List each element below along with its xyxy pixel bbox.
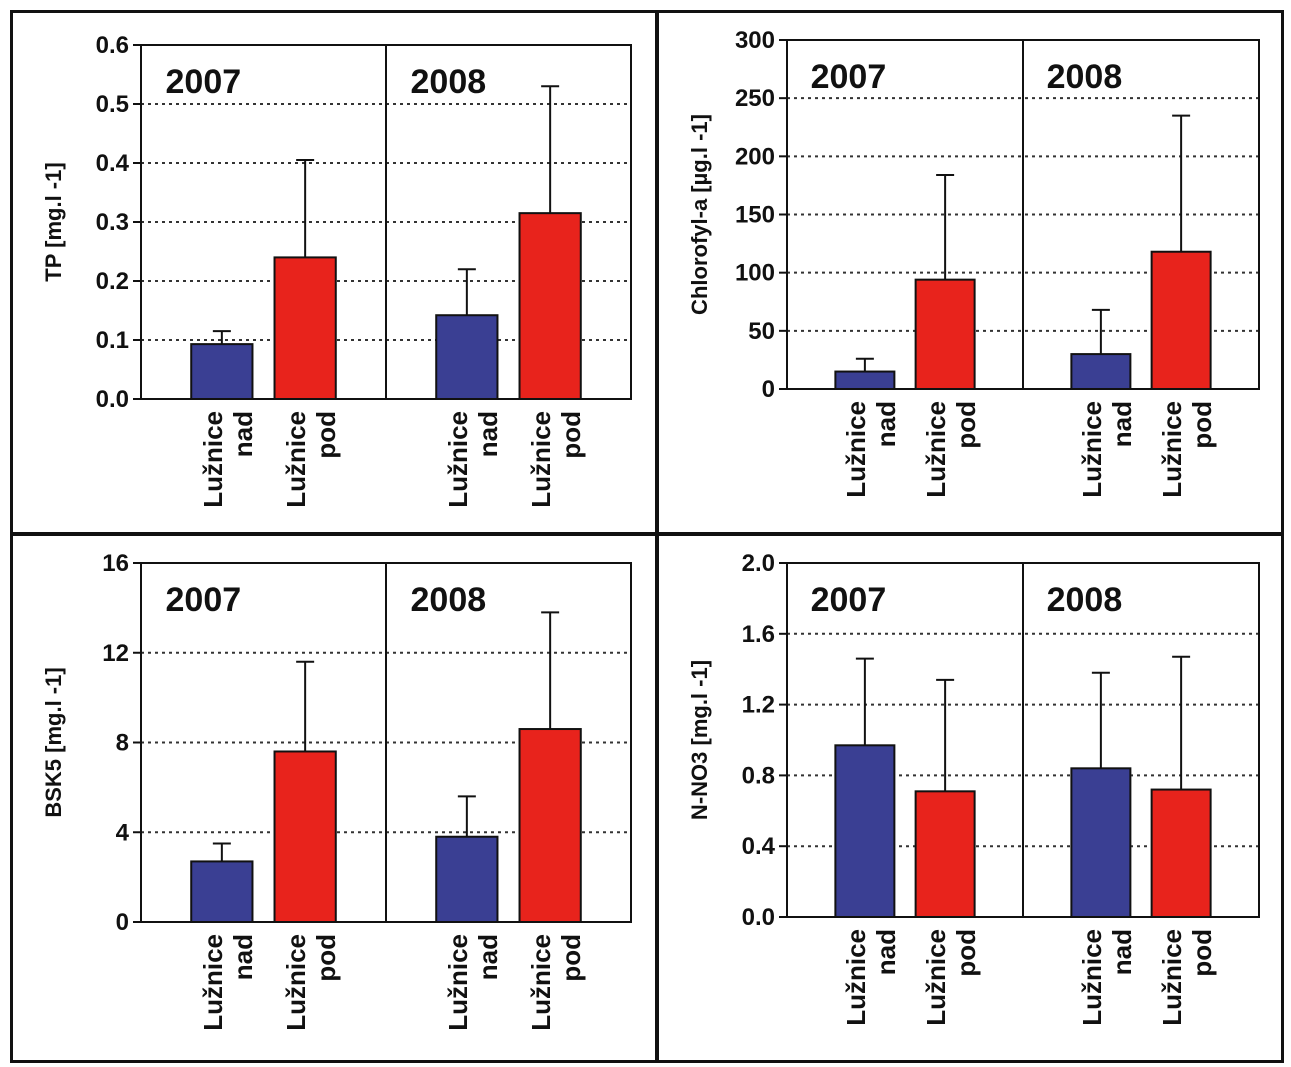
bar-luznice-nad: [190, 860, 254, 924]
category-label: Lužnicenad: [198, 934, 258, 1031]
category-label: Lužnicepod: [281, 411, 341, 508]
category-label-group: Lužnicepod: [921, 401, 981, 498]
year-label: 2007: [811, 58, 887, 96]
category-label-group: Lužnicenad: [841, 929, 901, 1026]
y-tick-label: 2.0: [742, 550, 775, 577]
y-axis-title: BSK5 [mg.l -1]: [41, 667, 66, 817]
y-tick-label: 0: [762, 376, 775, 403]
bar-luznice-pod: [273, 750, 337, 923]
y-tick-label: 0.4: [742, 833, 776, 860]
year-label: 2007: [166, 63, 242, 101]
y-tick-label: 250: [735, 85, 775, 112]
category-label-group: Lužnicepod: [526, 934, 586, 1031]
category-label: Lužnicepod: [1157, 401, 1217, 498]
category-label-group: Lužnicenad: [841, 401, 901, 498]
category-label-group: Lužnicepod: [1157, 401, 1217, 498]
bar-luznice-pod: [914, 790, 976, 918]
chlorofyl-chart: 0 50 100 150 200 250 300 Chlorofyl-a [µg.l -1] 2…: [687, 27, 1260, 498]
category-label: Lužnicenad: [1077, 929, 1137, 1026]
y-tick-label: 8: [116, 730, 129, 757]
category-label-group: Lužnicepod: [281, 934, 341, 1031]
year-label: 2008: [1047, 581, 1123, 619]
y-tick-label: 4: [116, 819, 130, 846]
bar-luznice-pod: [1150, 788, 1212, 918]
category-label-group: Lužnicenad: [443, 934, 503, 1031]
category-label: Lužnicepod: [526, 934, 586, 1031]
year-label: 2008: [1047, 58, 1123, 96]
category-label: Lužnicenad: [1077, 401, 1137, 498]
tp-chart: 0.0 0.1 0.2 0.3 0.4 0.5 0.6 TP [mg.l -1] 2007 Luž…: [41, 32, 632, 508]
bar-luznice-pod: [273, 256, 337, 400]
year-label: 2008: [411, 581, 487, 619]
y-tick-label: 0.6: [96, 32, 129, 59]
bar-luznice-nad: [1070, 767, 1132, 918]
y-axis-title: N-NO3 [mg.l -1]: [687, 660, 712, 820]
y-tick-label: 16: [102, 550, 129, 577]
bar-luznice-nad: [435, 835, 499, 923]
y-tick-label: 100: [735, 260, 775, 287]
y-tick-label: 50: [748, 318, 775, 345]
category-label-group: Lužnicepod: [1157, 929, 1217, 1026]
nno3-chart: 0.0 0.4 0.8 1.2 1.6 2.0 N-NO3 [mg.l -1] 2007 Luž…: [687, 550, 1260, 1026]
y-tick-label: 0.0: [742, 904, 775, 931]
y-tick-label: 12: [102, 640, 129, 667]
y-axis-title: TP [mg.l -1]: [41, 162, 66, 281]
bsk5-chart-panel: 0 4 8 12 16 BSK5 [mg.l -1] 2007 Lužnicenad Lužni…: [10, 533, 658, 1063]
y-tick-label: 1.6: [742, 621, 775, 648]
category-label-group: Lužnicenad: [1077, 401, 1137, 498]
category-label: Lužnicenad: [841, 929, 901, 1026]
y-tick-label: 1.2: [742, 692, 775, 719]
y-tick-label: 0.0: [96, 386, 129, 413]
category-label: Lužnicenad: [443, 934, 503, 1031]
y-tick-label: 0: [116, 909, 129, 936]
category-label: Lužnicepod: [526, 411, 586, 508]
nno3-chart-panel: 0.0 0.4 0.8 1.2 1.6 2.0 N-NO3 [mg.l -1] 2007 Luž…: [656, 533, 1284, 1063]
y-tick-label: 0.5: [96, 91, 129, 118]
year-label: 2007: [166, 581, 242, 619]
category-label-group: Lužnicenad: [198, 934, 258, 1031]
category-label-group: Lužnicenad: [1077, 929, 1137, 1026]
bar-luznice-pod: [518, 212, 582, 400]
bar-luznice-pod: [518, 728, 582, 923]
category-label: Lužnicenad: [198, 411, 258, 508]
bar-luznice-pod: [1150, 250, 1212, 390]
bar-luznice-nad: [435, 314, 499, 400]
category-label-group: Lužnicenad: [443, 411, 503, 508]
bsk5-chart: 0 4 8 12 16 BSK5 [mg.l -1] 2007 Lužnicenad Lužni…: [41, 550, 632, 1031]
category-label: Lužnicenad: [841, 401, 901, 498]
bar-luznice-nad: [190, 343, 254, 401]
y-tick-label: 0.1: [96, 327, 129, 354]
y-tick-label: 300: [735, 27, 775, 54]
y-tick-label: 0.4: [96, 150, 130, 177]
category-label: Lužnicepod: [921, 401, 981, 498]
category-label-group: Lužnicepod: [281, 411, 341, 508]
category-label: Lužnicepod: [1157, 929, 1217, 1026]
bar-luznice-nad: [834, 370, 896, 390]
category-label: Lužnicenad: [443, 411, 503, 508]
y-tick-label: 0.3: [96, 209, 129, 236]
bar-luznice-nad: [1070, 353, 1132, 391]
bar-luznice-pod: [914, 278, 976, 390]
year-label: 2007: [811, 581, 887, 619]
y-tick-label: 150: [735, 202, 775, 229]
y-tick-label: 0.8: [742, 762, 775, 789]
category-label-group: Lužnicepod: [921, 929, 981, 1026]
category-label-group: Lužnicepod: [526, 411, 586, 508]
y-axis-title: Chlorofyl-a [µg.l -1]: [687, 114, 712, 315]
category-label: Lužnicepod: [921, 929, 981, 1026]
category-label-group: Lužnicenad: [198, 411, 258, 508]
y-tick-label: 200: [735, 143, 775, 170]
tp-chart-panel: 0.0 0.1 0.2 0.3 0.4 0.5 0.6 TP [mg.l -1] 2007 Luž…: [10, 10, 658, 535]
year-label: 2008: [411, 63, 487, 101]
y-tick-label: 0.2: [96, 268, 129, 295]
category-label: Lužnicepod: [281, 934, 341, 1031]
bar-luznice-nad: [834, 744, 896, 918]
chlorofyl-chart-panel: 0 50 100 150 200 250 300 Chlorofyl-a [µg.l -1] 2…: [656, 10, 1284, 535]
